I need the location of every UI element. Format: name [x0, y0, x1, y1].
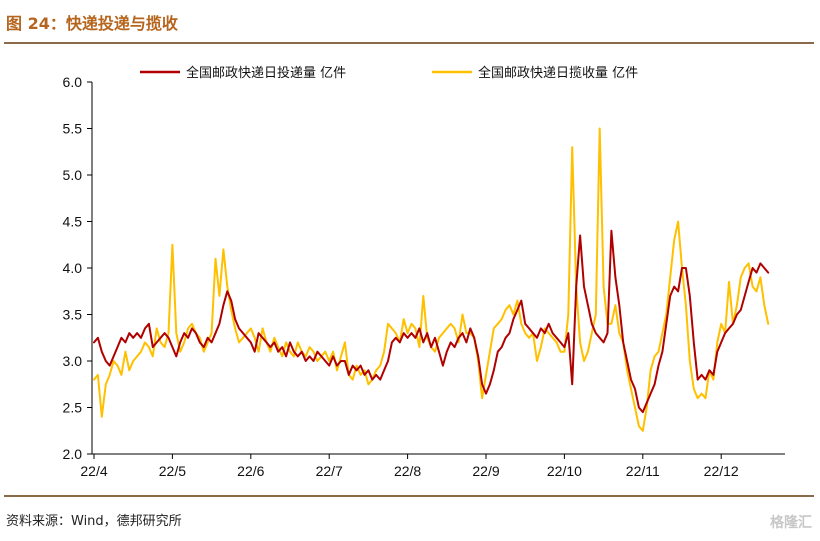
figure-title: 图 24：快递投递与揽收 — [6, 14, 178, 33]
footer-rule — [4, 495, 814, 497]
x-tick-label: 22/5 — [159, 463, 186, 479]
x-tick-label: 22/11 — [626, 463, 660, 479]
x-tick-label: 22/4 — [80, 463, 107, 479]
title-rule — [4, 42, 814, 44]
series-line-collection — [93, 127, 770, 432]
legend-label-collection: 全国邮政快递日揽收量 亿件 — [478, 65, 638, 81]
source-note: 资料来源：Wind，德邦研究所 — [6, 514, 182, 529]
legend-label-delivery: 全国邮政快递日投递量 亿件 — [186, 65, 346, 81]
series-group — [93, 127, 770, 432]
y-tick-label: 3.0 — [63, 353, 83, 369]
x-tick-label: 22/10 — [547, 463, 582, 479]
axes: 2.0 2.5 3.0 3.5 4.0 4.5 5.0 5.5 6.0 22/4 22/5 22/6 2… — [63, 74, 785, 479]
x-tick-label: 22/8 — [394, 463, 421, 479]
x-tick-label: 22/6 — [237, 463, 264, 479]
y-tick-label: 4.0 — [63, 260, 83, 276]
y-tick-label: 5.0 — [63, 167, 83, 183]
x-tick-label: 22/7 — [316, 463, 343, 479]
series-line-delivery — [93, 229, 770, 414]
y-tick-label: 2.5 — [63, 400, 83, 416]
y-tick-label: 3.5 — [63, 307, 83, 323]
y-tick-label: 2.0 — [63, 446, 83, 462]
y-tick-label: 4.5 — [63, 214, 83, 230]
watermark-logo: 格隆汇 — [770, 515, 812, 531]
x-tick-label: 22/12 — [704, 463, 739, 479]
y-tick-label: 5.5 — [63, 121, 83, 137]
y-tick-label: 6.0 — [63, 74, 83, 90]
legend: 全国邮政快递日投递量 亿件 全国邮政快递日揽收量 亿件 — [140, 65, 638, 81]
x-tick-label: 22/9 — [472, 463, 499, 479]
